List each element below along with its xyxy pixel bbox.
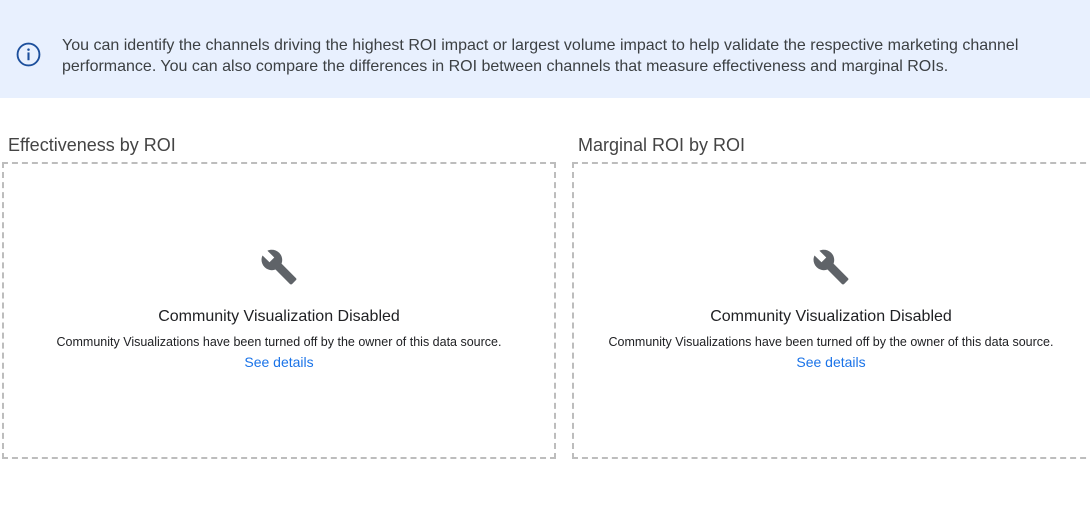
section-title-marginal-roi: Marginal ROI by ROI [578,135,746,155]
banner-text: You can identify the channels driving th… [62,37,1019,75]
wrench-icon [813,249,849,285]
effectiveness-chart-panel: Community Visualization Disabled Communi… [2,162,556,459]
see-details-link[interactable]: See details [244,354,314,370]
wrench-icon [261,249,297,285]
info-banner: You can identify the channels driving th… [0,0,1090,98]
see-details-link[interactable]: See details [796,354,866,370]
info-icon [16,42,41,67]
marginal-roi-chart-panel: Community Visualization Disabled Communi… [572,162,1090,459]
panel-description: Community Visualizations have been turne… [608,335,1054,349]
panel-title: Community Visualization Disabled [710,308,952,325]
panel-title: Community Visualization Disabled [158,308,400,325]
panel-description: Community Visualizations have been turne… [56,335,502,349]
section-title-effectiveness: Effectiveness by ROI [8,135,176,155]
